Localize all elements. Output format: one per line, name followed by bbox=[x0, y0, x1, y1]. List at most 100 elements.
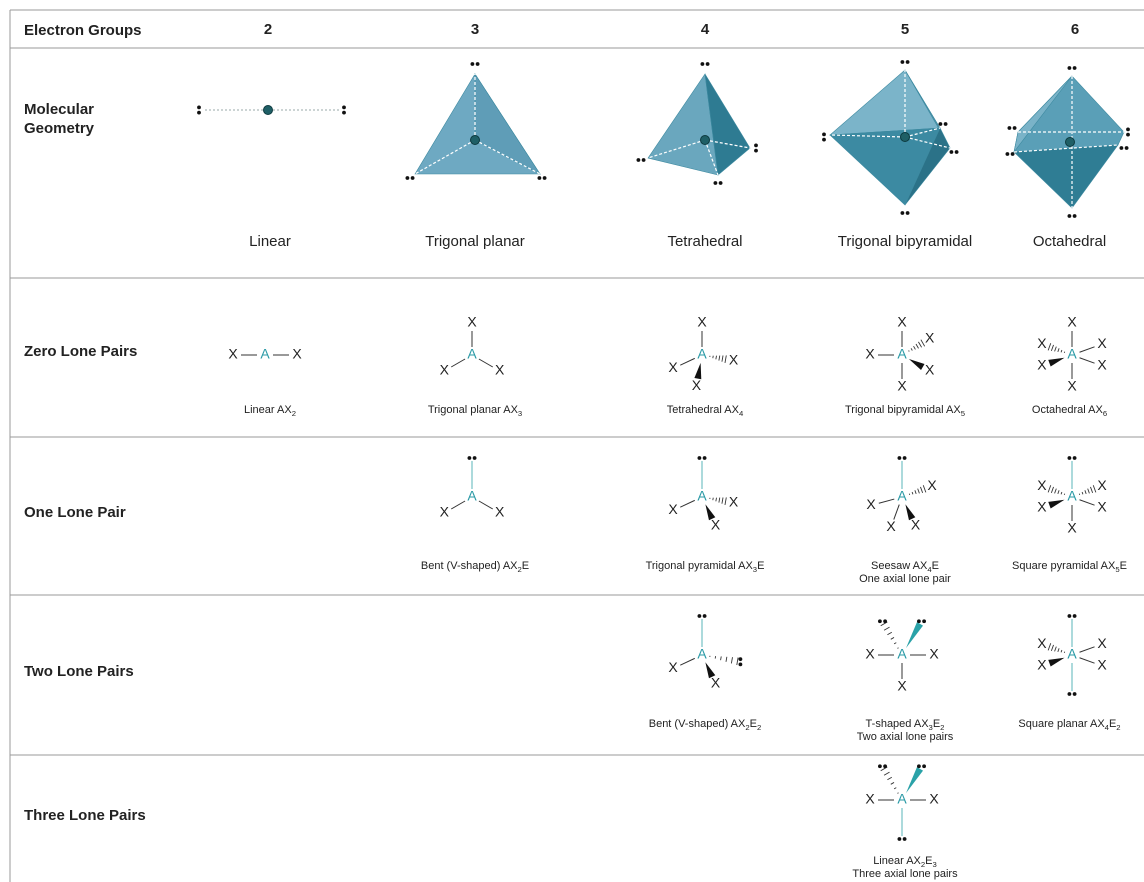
electron-dot bbox=[1072, 692, 1077, 696]
lone-pair bbox=[738, 657, 743, 667]
electron-dot bbox=[410, 176, 415, 180]
caption-line: Octahedral AX6 bbox=[995, 404, 1144, 417]
electron-dot bbox=[738, 657, 743, 662]
electron-dot bbox=[718, 181, 723, 185]
bond bbox=[680, 657, 695, 666]
lone-pair bbox=[405, 176, 415, 180]
electron-dot bbox=[342, 110, 346, 115]
caption-line: Square pyramidal AX5E bbox=[995, 560, 1144, 573]
bond-hash bbox=[1047, 485, 1052, 493]
bond bbox=[1079, 346, 1095, 353]
electron-dot bbox=[1126, 127, 1130, 132]
edge-dashed bbox=[704, 139, 751, 149]
bond-hash bbox=[715, 497, 717, 502]
caption-line: Tetrahedral AX4 bbox=[590, 404, 820, 417]
bond-hash bbox=[920, 339, 926, 347]
edge-dashed bbox=[904, 136, 951, 149]
electron-dot bbox=[1067, 214, 1072, 218]
lone-pair bbox=[900, 60, 910, 64]
ligand: X bbox=[668, 501, 678, 517]
caption-subscript: 2 bbox=[940, 723, 945, 732]
ligand: X bbox=[886, 518, 896, 534]
lone-pair bbox=[537, 176, 547, 180]
caption-line: Octahedral bbox=[995, 233, 1144, 251]
lone-pair bbox=[754, 143, 758, 153]
caption: Trigonal bipyramidal bbox=[800, 233, 1010, 251]
central-atom-label: A bbox=[1067, 646, 1077, 662]
electron-dot bbox=[405, 176, 410, 180]
electron-dot bbox=[197, 105, 201, 110]
face bbox=[1013, 75, 1073, 153]
bond-hash bbox=[890, 637, 895, 640]
bond-wedge bbox=[1048, 657, 1065, 667]
bond-hash bbox=[893, 642, 897, 645]
row-label: Two Lone Pairs bbox=[24, 663, 134, 680]
ligand: X bbox=[929, 791, 939, 807]
caption-text: Tetrahedral AX bbox=[666, 404, 739, 416]
bond-hash bbox=[1054, 488, 1057, 494]
group-count: 4 bbox=[700, 21, 710, 38]
caption-subscript: 3 bbox=[932, 860, 937, 869]
ligand: X bbox=[1037, 635, 1047, 651]
caption: Octahedral bbox=[995, 233, 1144, 251]
electron-dot bbox=[702, 614, 707, 618]
lone-pair bbox=[470, 62, 480, 66]
electron-dot bbox=[700, 62, 705, 66]
caption-line: Trigonal bipyramidal AX5 bbox=[800, 404, 1010, 417]
caption-text: T-shaped AX bbox=[865, 718, 929, 730]
ligand: X bbox=[495, 504, 505, 520]
electron-dot bbox=[922, 619, 926, 624]
caption-subscript: 5 bbox=[960, 409, 966, 418]
lone-pair bbox=[917, 764, 926, 769]
bond bbox=[680, 499, 695, 508]
electron-dot bbox=[1012, 126, 1017, 130]
lone-pair bbox=[949, 150, 959, 154]
electron-dot bbox=[954, 150, 959, 154]
electron-dot bbox=[883, 619, 887, 624]
ligand: X bbox=[729, 351, 739, 367]
caption-text: Tetrahedral bbox=[667, 233, 743, 250]
electron-dot bbox=[902, 837, 907, 841]
lone-pair bbox=[1126, 127, 1130, 137]
caption: Bent (V-shaped) AX2E2 bbox=[590, 718, 820, 731]
electron-dot bbox=[1067, 614, 1072, 618]
ligand: X bbox=[866, 496, 876, 512]
bond-hash bbox=[922, 485, 927, 493]
electron-dot bbox=[1124, 146, 1129, 150]
ligand: X bbox=[1037, 357, 1047, 373]
electron-dot bbox=[1119, 146, 1124, 150]
ligand: X bbox=[729, 493, 739, 509]
caption-text: Bent (V-shaped) AX bbox=[648, 718, 746, 730]
caption: Tetrahedral bbox=[590, 233, 820, 251]
caption: Linear AX2 bbox=[170, 404, 370, 417]
electron-dot bbox=[822, 132, 826, 137]
electron-dot bbox=[472, 456, 477, 460]
bond-hash bbox=[908, 350, 910, 352]
bond-hash bbox=[724, 355, 727, 363]
electron-dot bbox=[938, 122, 943, 126]
electron-dot bbox=[922, 764, 926, 769]
bond-hash bbox=[718, 355, 721, 361]
ligand: X bbox=[925, 330, 935, 346]
caption: Square pyramidal AX5E bbox=[995, 560, 1144, 573]
lone-pair bbox=[1119, 146, 1129, 150]
bond-hash bbox=[915, 343, 919, 349]
electron-dot bbox=[754, 143, 758, 148]
bond-hash bbox=[897, 647, 899, 649]
bond bbox=[893, 504, 900, 520]
central-atom-label: A bbox=[260, 346, 270, 362]
bond-hash bbox=[1060, 491, 1063, 495]
bond-hash bbox=[1047, 643, 1052, 651]
caption: Trigonal pyramidal AX3E bbox=[590, 560, 820, 573]
electron-dot bbox=[1072, 614, 1077, 618]
electron-dot bbox=[470, 62, 475, 66]
caption-line: Bent (V-shaped) AX2E2 bbox=[590, 718, 820, 731]
bond-hash bbox=[1060, 649, 1063, 653]
electron-dot bbox=[1067, 66, 1072, 70]
ligand: X bbox=[668, 359, 678, 375]
bond-hash bbox=[724, 497, 727, 505]
ligand: X bbox=[292, 346, 302, 362]
lone-pair bbox=[822, 132, 826, 142]
caption-text: E bbox=[931, 560, 939, 572]
